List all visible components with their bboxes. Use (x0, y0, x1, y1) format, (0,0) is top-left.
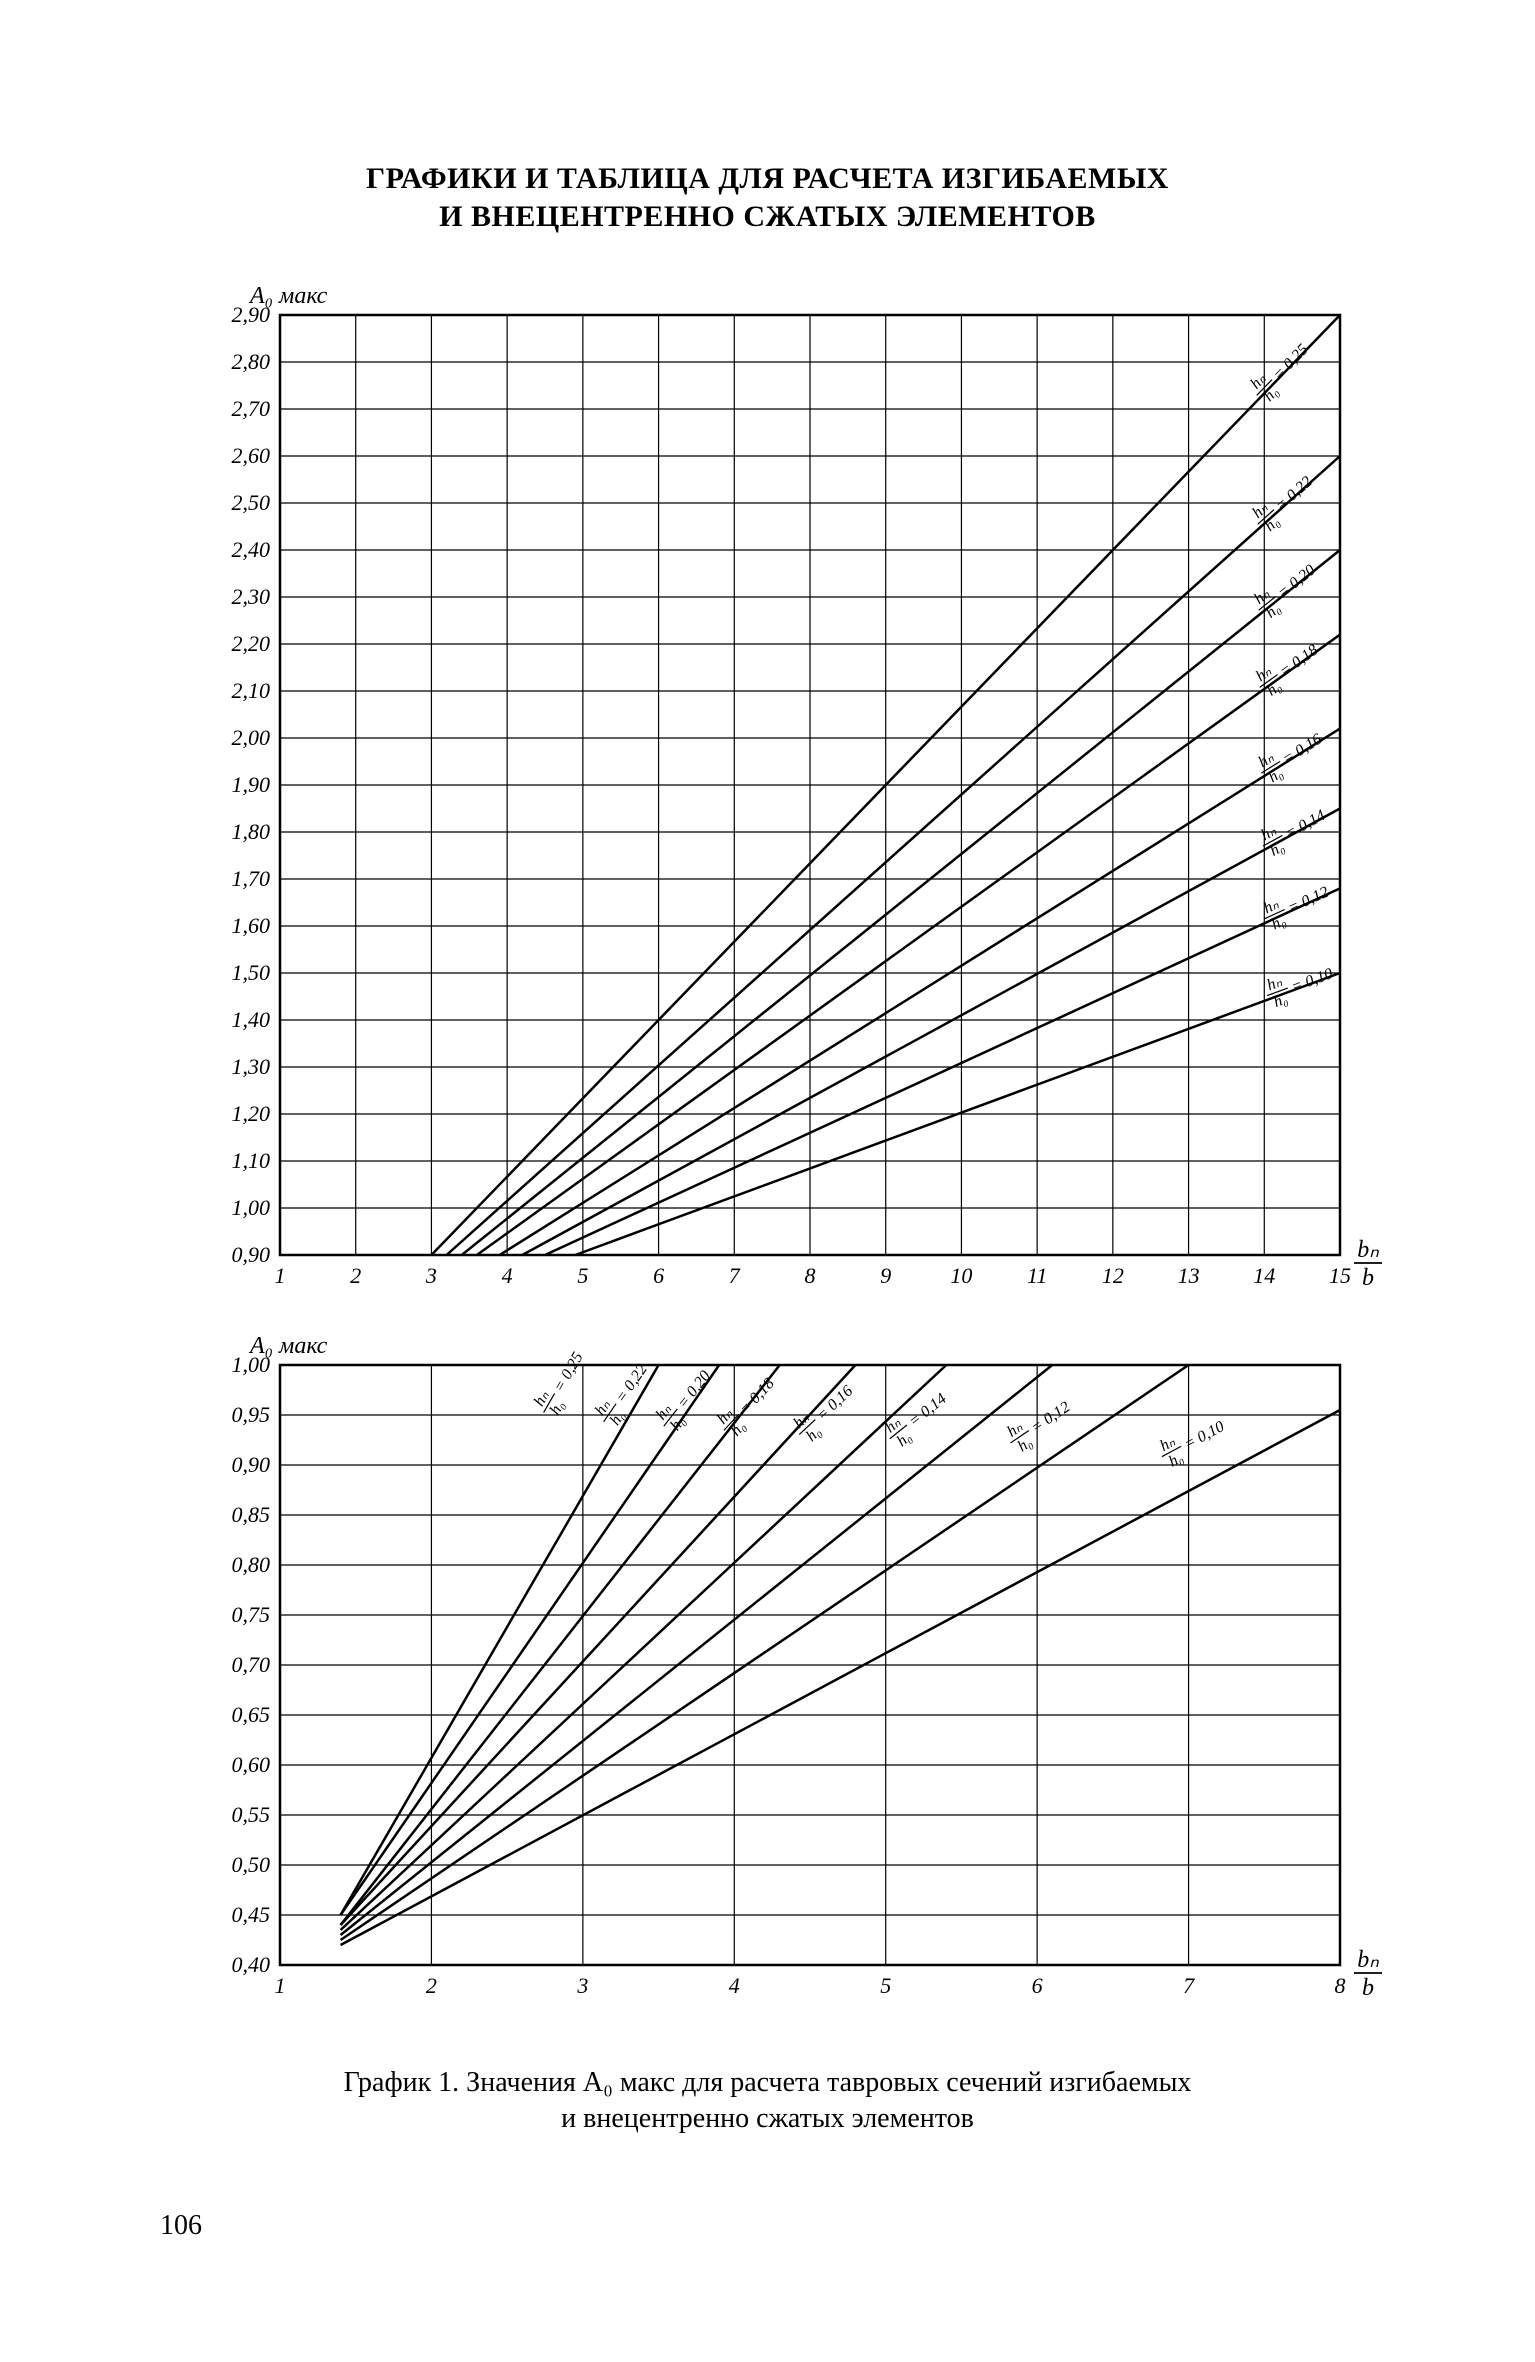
x-tick-label: 7 (1183, 1973, 1195, 1998)
y-tick-label: 0,40 (232, 1952, 271, 1977)
x-axis-label: bₙb (1354, 1947, 1382, 2001)
title-line-2: И ВНЕЦЕНТРЕННО СЖАТЫХ ЭЛЕМЕНТОВ (140, 198, 1395, 236)
y-tick-label: 1,80 (232, 819, 271, 844)
x-tick-label: 13 (1178, 1263, 1200, 1288)
y-tick-label: 1,60 (232, 913, 271, 938)
title-line-1: ГРАФИКИ И ТАБЛИЦА ДЛЯ РАСЧЕТА ИЗГИБАЕМЫХ (140, 160, 1395, 198)
series-label: hₙh₀= 0,20 (1247, 550, 1326, 624)
series-line (341, 1365, 1189, 1940)
y-tick-label: 2,70 (232, 396, 271, 421)
series-label: hₙh₀= 0,22 (1246, 462, 1324, 537)
series-line (341, 1365, 720, 1915)
page: ГРАФИКИ И ТАБЛИЦА ДЛЯ РАСЧЕТА ИЗГИБАЕМЫХ… (0, 0, 1535, 2362)
series-label: hₙh₀= 0,25 (528, 1340, 596, 1421)
y-tick-label: 0,50 (232, 1852, 271, 1877)
chart-bottom-wrap: A₀ макс123456780,400,450,500,550,600,650… (180, 1335, 1395, 2035)
x-tick-label: 1 (275, 1973, 286, 1998)
y-tick-label: 1,10 (232, 1148, 271, 1173)
series-label: hₙh₀= 0,10 (1261, 953, 1342, 1012)
x-tick-label: 11 (1027, 1263, 1047, 1288)
x-axis-label: bₙb (1354, 1237, 1382, 1291)
figure-caption: График 1. Значения A₀ макс для расчета т… (140, 2065, 1395, 2138)
series-label: hₙh₀= 0,22 (589, 1351, 660, 1432)
y-tick-label: 0,90 (232, 1452, 271, 1477)
y-tick-label: 2,60 (232, 443, 271, 468)
series-line (462, 550, 1340, 1255)
series-line (341, 1365, 1053, 1935)
y-tick-label: 0,45 (232, 1902, 271, 1927)
y-tick-label: 2,20 (232, 631, 271, 656)
x-tick-label: 2 (426, 1973, 437, 1998)
y-tick-label: 0,85 (232, 1502, 271, 1527)
y-tick-label: 0,75 (232, 1602, 271, 1627)
series-label: hₙh₀= 0,14 (1254, 795, 1335, 862)
y-tick-label: 2,80 (232, 349, 271, 374)
y-tick-label: 2,30 (232, 584, 271, 609)
x-tick-label: 6 (653, 1263, 664, 1288)
y-tick-label: 1,20 (232, 1101, 271, 1126)
caption-line-1: График 1. Значения A₀ макс для расчета т… (344, 2067, 1192, 2098)
x-tick-label: 4 (729, 1973, 740, 1998)
caption-line-2: и внецентренно сжатых элементов (561, 2103, 974, 2134)
y-tick-label: 0,90 (232, 1242, 271, 1267)
series-line (341, 1365, 856, 1925)
y-tick-label: 1,70 (232, 866, 271, 891)
y-tick-label: 1,00 (232, 1352, 271, 1377)
series-line (522, 809, 1340, 1256)
x-tick-label: 9 (880, 1263, 891, 1288)
y-tick-label: 2,00 (232, 725, 271, 750)
series-line (500, 729, 1340, 1255)
y-tick-label: 2,40 (232, 537, 271, 562)
x-tick-label: 5 (880, 1973, 891, 1998)
series-label: hₙh₀= 0,25 (1244, 330, 1321, 408)
y-tick-label: 2,90 (232, 302, 271, 327)
y-tick-label: 2,10 (232, 678, 271, 703)
svg-text:bₙ: bₙ (1357, 1947, 1379, 1973)
x-tick-label: 3 (425, 1263, 437, 1288)
chart-bottom: A₀ макс123456780,400,450,500,550,600,650… (180, 1335, 1400, 2035)
y-tick-label: 1,30 (232, 1054, 271, 1079)
x-tick-label: 7 (729, 1263, 741, 1288)
series-line (447, 456, 1340, 1255)
y-tick-label: 2,50 (232, 490, 271, 515)
chart-top-wrap: A₀ макс1234567891011121314150,901,001,10… (180, 285, 1395, 1325)
y-tick-label: 0,80 (232, 1552, 271, 1577)
series-line (477, 635, 1340, 1255)
x-tick-label: 10 (950, 1263, 972, 1288)
x-tick-label: 1 (275, 1263, 286, 1288)
x-tick-label: 8 (1335, 1973, 1346, 1998)
svg-text:b: b (1362, 1975, 1374, 2001)
y-tick-label: 0,60 (232, 1752, 271, 1777)
y-tick-label: 0,65 (232, 1702, 271, 1727)
series-label: hₙh₀= 0,16 (787, 1372, 865, 1448)
page-number: 106 (160, 2210, 202, 2242)
x-tick-label: 14 (1253, 1263, 1275, 1288)
x-tick-label: 15 (1329, 1263, 1351, 1288)
series-label: hₙh₀= 0,10 (1153, 1406, 1234, 1472)
x-tick-label: 8 (805, 1263, 816, 1288)
y-tick-label: 1,50 (232, 960, 271, 985)
series-label: hₙh₀= 0,18 (711, 1364, 787, 1442)
svg-text:bₙ: bₙ (1357, 1237, 1379, 1263)
y-tick-label: 0,95 (232, 1402, 271, 1427)
series-label: hₙh₀= 0,20 (650, 1358, 723, 1438)
x-tick-label: 3 (576, 1973, 588, 1998)
x-tick-label: 12 (1102, 1263, 1124, 1288)
series-line (545, 888, 1340, 1255)
y-tick-label: 1,00 (232, 1195, 271, 1220)
y-tick-label: 0,55 (232, 1802, 271, 1827)
x-tick-label: 6 (1032, 1973, 1043, 1998)
chart-top: A₀ макс1234567891011121314150,901,001,10… (180, 285, 1400, 1325)
y-tick-label: 1,90 (232, 772, 271, 797)
y-tick-label: 1,40 (232, 1007, 271, 1032)
y-tick-label: 0,70 (232, 1652, 271, 1677)
page-title: ГРАФИКИ И ТАБЛИЦА ДЛЯ РАСЧЕТА ИЗГИБАЕМЫХ… (140, 160, 1395, 235)
series-line (341, 1365, 780, 1925)
x-tick-label: 5 (577, 1263, 588, 1288)
x-tick-label: 4 (502, 1263, 513, 1288)
svg-text:b: b (1362, 1265, 1374, 1291)
x-tick-label: 2 (350, 1263, 361, 1288)
